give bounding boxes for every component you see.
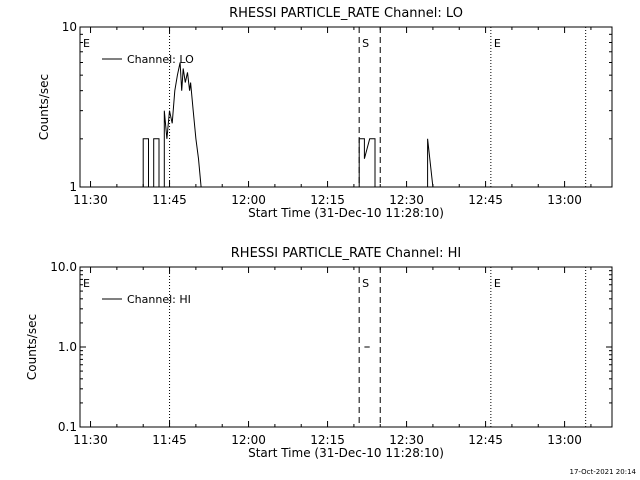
x-tick-label: 12:15: [310, 433, 345, 447]
event-marker-label: S: [362, 277, 369, 290]
x-tick-label: 11:30: [73, 193, 108, 207]
chart-panel-lo: RHESSI PARTICLE_RATE Channel: LO 11:30 11:…: [37, 6, 613, 220]
x-tick-label: 12:45: [468, 193, 503, 207]
event-marker-label: E: [494, 37, 501, 50]
event-marker-label: E: [83, 37, 90, 50]
x-tick-label: 12:00: [231, 193, 266, 207]
chart-panel-hi: RHESSI PARTICLE_RATE Channel: HI 11:30 11:…: [25, 246, 613, 460]
x-tick-label: 13:00: [547, 193, 582, 207]
x-tick-label: 12:30: [389, 193, 424, 207]
x-tick-label: 11:30: [73, 433, 108, 447]
footer-timestamp: 17-Oct-2021 20:14: [570, 468, 637, 476]
legend-label: Channel: HI: [127, 293, 191, 306]
y-axis-label: Counts/sec: [25, 314, 39, 380]
plot-frame: [79, 266, 613, 428]
legend-label: Channel: LO: [127, 53, 194, 66]
event-marker-label: S: [362, 37, 369, 50]
y-tick-label: 0.1: [58, 420, 77, 434]
y-tick-label: 1: [69, 180, 77, 194]
y-axis-label: Counts/sec: [37, 74, 51, 140]
x-axis-label: Start Time (31-Dec-10 11:28:10): [248, 446, 444, 460]
x-tick-label: 12:45: [468, 433, 503, 447]
x-tick-label: 12:15: [310, 193, 345, 207]
x-axis-label: Start Time (31-Dec-10 11:28:10): [248, 206, 444, 220]
y-tick-label: 10: [62, 20, 77, 34]
chart-title: RHESSI PARTICLE_RATE Channel: HI: [231, 246, 461, 261]
event-marker-label: E: [494, 277, 501, 290]
event-marker-label: E: [83, 277, 90, 290]
y-tick-label: 10.0: [50, 260, 77, 274]
y-tick-label: 1.0: [58, 340, 77, 354]
x-tick-label: 12:30: [389, 433, 424, 447]
plot-frame: [79, 26, 613, 188]
x-tick-label: 13:00: [547, 433, 582, 447]
chart-title: RHESSI PARTICLE_RATE Channel: LO: [229, 6, 463, 21]
x-tick-label: 11:45: [152, 193, 187, 207]
x-tick-label: 11:45: [152, 433, 187, 447]
x-tick-label: 12:00: [231, 433, 266, 447]
series-line: [142, 62, 434, 188]
